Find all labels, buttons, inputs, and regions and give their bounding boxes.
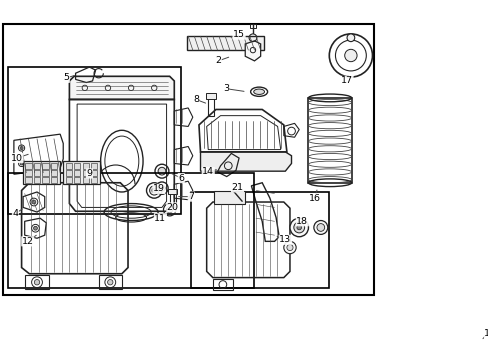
Circle shape: [316, 224, 324, 231]
Circle shape: [32, 200, 36, 204]
Bar: [25, 163, 32, 169]
Text: 9: 9: [86, 169, 92, 178]
Bar: [65, 163, 72, 169]
Text: 6: 6: [178, 174, 184, 183]
Circle shape: [286, 244, 292, 251]
Text: 14: 14: [202, 167, 214, 176]
Bar: [42, 170, 48, 176]
Bar: [42, 163, 48, 169]
Bar: [65, 177, 72, 183]
Bar: [91, 163, 97, 169]
Bar: [8, 67, 181, 213]
Text: 21: 21: [231, 183, 243, 192]
Circle shape: [34, 279, 40, 285]
Circle shape: [344, 49, 356, 62]
Circle shape: [79, 170, 87, 177]
Bar: [74, 163, 80, 169]
Text: 4: 4: [12, 209, 19, 218]
Circle shape: [293, 222, 304, 233]
Polygon shape: [200, 152, 291, 171]
Circle shape: [149, 186, 159, 195]
Bar: [82, 170, 88, 176]
Bar: [74, 170, 80, 176]
Text: 15: 15: [233, 30, 244, 39]
Text: 2: 2: [215, 57, 221, 66]
Circle shape: [296, 225, 301, 230]
Bar: [51, 170, 57, 176]
Text: 19: 19: [153, 184, 164, 193]
Bar: [205, 93, 216, 99]
Circle shape: [107, 279, 113, 285]
Circle shape: [289, 218, 308, 237]
Text: 17: 17: [340, 76, 352, 85]
Bar: [51, 163, 57, 169]
Bar: [91, 170, 97, 176]
Text: 12: 12: [22, 237, 34, 246]
Polygon shape: [245, 41, 260, 61]
Bar: [42, 177, 48, 183]
Circle shape: [158, 167, 165, 175]
Bar: [99, 275, 122, 289]
Bar: [208, 94, 213, 116]
Text: 16: 16: [308, 194, 320, 203]
Polygon shape: [69, 76, 174, 99]
Text: 20: 20: [166, 203, 179, 212]
Bar: [91, 177, 97, 183]
Text: 8: 8: [192, 95, 199, 104]
Bar: [63, 161, 100, 184]
Circle shape: [20, 147, 23, 150]
Bar: [214, 191, 245, 203]
Bar: [34, 170, 40, 176]
Bar: [65, 170, 72, 176]
Bar: [82, 163, 88, 169]
Bar: [186, 36, 263, 50]
Bar: [23, 161, 60, 184]
Bar: [25, 177, 32, 183]
Text: 13: 13: [279, 235, 291, 244]
Text: 18: 18: [296, 217, 307, 226]
Text: 11: 11: [154, 214, 166, 223]
Text: 3: 3: [223, 84, 228, 93]
Bar: [25, 275, 48, 289]
Bar: [249, 24, 256, 28]
Bar: [34, 177, 40, 183]
Bar: [168, 189, 177, 194]
Bar: [74, 177, 80, 183]
Text: 10: 10: [11, 154, 23, 163]
Circle shape: [20, 162, 23, 165]
Bar: [25, 170, 32, 176]
Bar: [8, 174, 254, 288]
Circle shape: [34, 226, 37, 230]
Circle shape: [235, 194, 239, 198]
Circle shape: [166, 207, 172, 213]
Circle shape: [346, 34, 354, 42]
Text: 7: 7: [188, 192, 194, 201]
Circle shape: [152, 188, 156, 193]
Text: 5: 5: [63, 73, 69, 82]
Text: 1: 1: [484, 329, 488, 338]
Ellipse shape: [253, 89, 264, 94]
Bar: [212, 279, 232, 290]
Circle shape: [313, 221, 327, 234]
Circle shape: [283, 241, 296, 254]
Bar: [191, 192, 328, 288]
Bar: [169, 190, 176, 207]
Bar: [51, 177, 57, 183]
Bar: [82, 177, 88, 183]
Bar: [34, 163, 40, 169]
